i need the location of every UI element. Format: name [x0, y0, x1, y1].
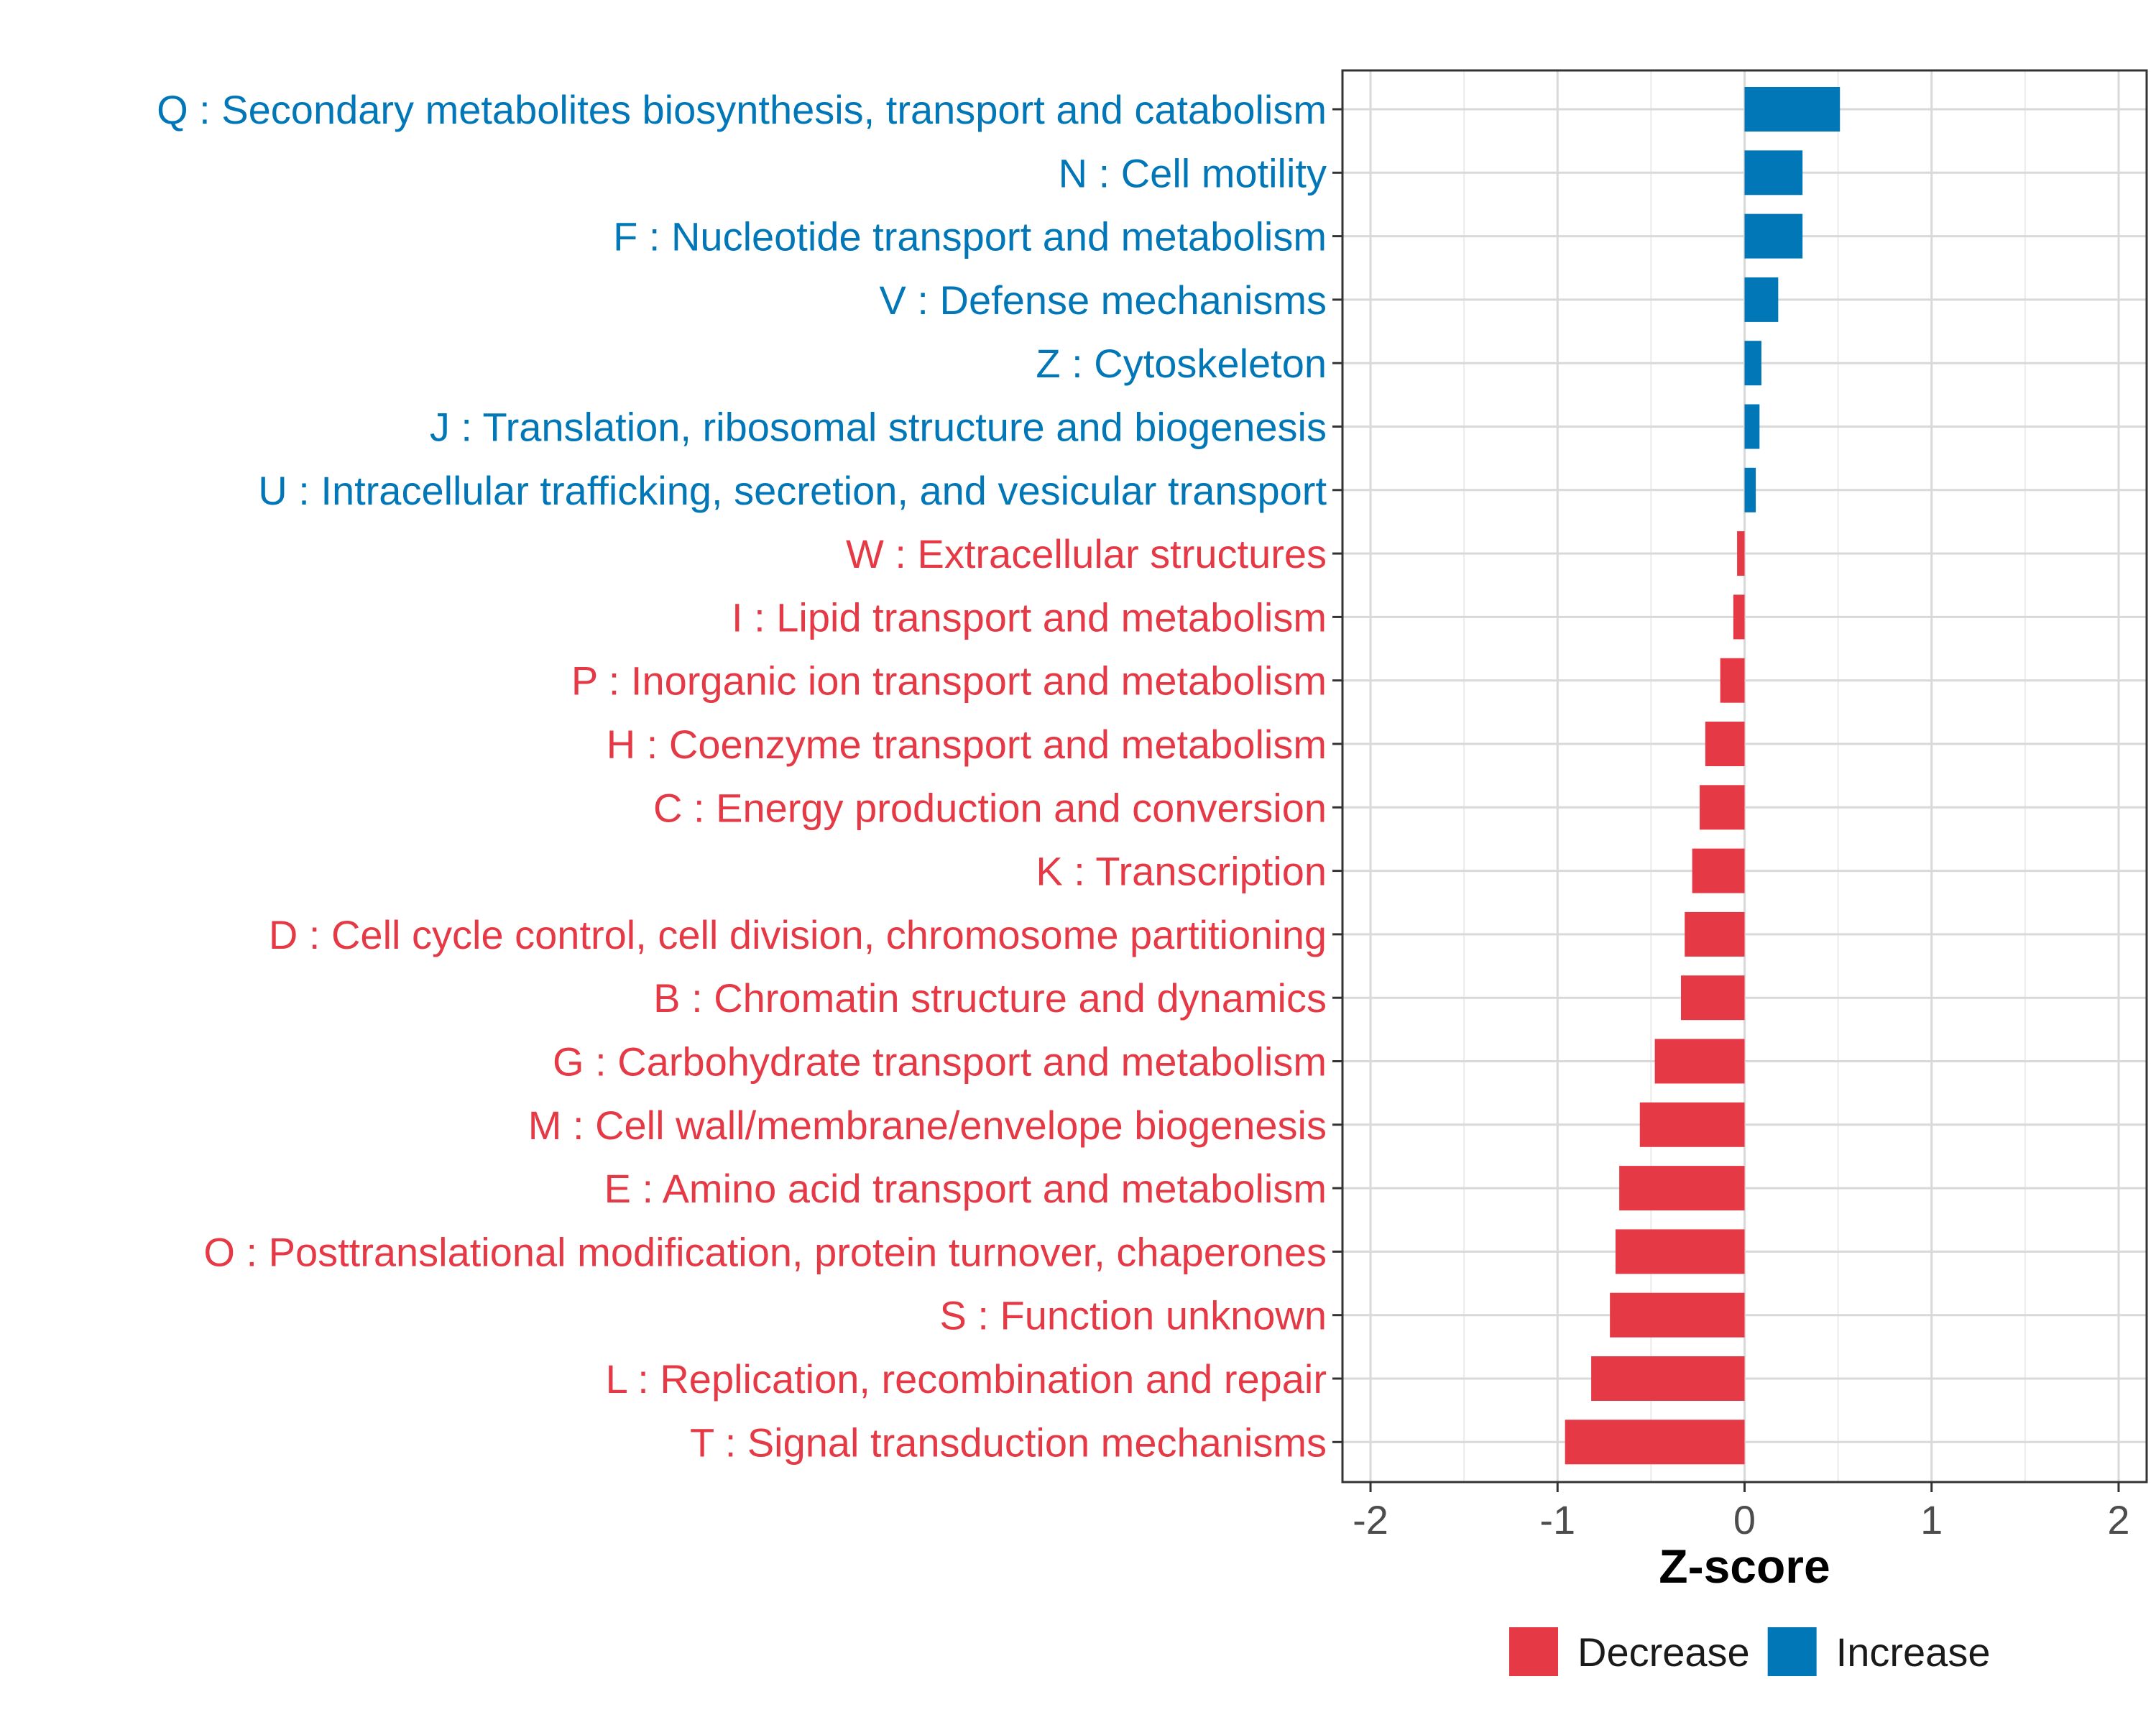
bar — [1615, 1229, 1745, 1274]
bar — [1639, 1102, 1745, 1147]
bar — [1692, 848, 1745, 893]
bar — [1744, 150, 1803, 196]
bar — [1733, 594, 1745, 640]
x-tick-label: -1 — [1539, 1497, 1575, 1542]
bar — [1681, 975, 1745, 1021]
bar — [1565, 1420, 1745, 1465]
bar — [1720, 658, 1745, 703]
category-label: U : Intracellular trafficking, secretion… — [258, 468, 1327, 513]
bar — [1700, 785, 1745, 830]
bar — [1744, 213, 1803, 259]
category-label: I : Lipid transport and metabolism — [732, 594, 1327, 640]
x-tick-label: -2 — [1353, 1497, 1388, 1542]
category-label: H : Coenzyme transport and metabolism — [607, 722, 1327, 767]
category-label: W : Extracellular structures — [846, 531, 1327, 576]
category-label: Z : Cytoskeleton — [1036, 341, 1327, 386]
bar — [1737, 531, 1745, 576]
bar — [1610, 1292, 1745, 1338]
x-tick-label: 1 — [1920, 1497, 1943, 1542]
y-axis-ticks — [1332, 108, 1342, 1443]
category-label: B : Chromatin structure and dynamics — [653, 975, 1327, 1021]
category-label: J : Translation, ribosomal structure and… — [430, 405, 1327, 450]
category-label: S : Function unknown — [939, 1293, 1327, 1338]
category-label: V : Defense mechanisms — [880, 277, 1327, 323]
x-tick-label: 0 — [1733, 1497, 1756, 1542]
bar — [1744, 404, 1760, 449]
bar — [1744, 87, 1841, 132]
legend: Decrease Increase — [1509, 1627, 1990, 1676]
category-label: D : Cell cycle control, cell division, c… — [269, 912, 1327, 957]
category-label: K : Transcription — [1036, 849, 1327, 894]
legend-swatch — [1767, 1627, 1817, 1676]
bar — [1744, 277, 1779, 322]
legend-label: Increase — [1836, 1629, 1991, 1675]
category-label: P : Inorganic ion transport and metaboli… — [571, 658, 1327, 704]
category-label: G : Carbohydrate transport and metabolis… — [553, 1039, 1327, 1085]
bar — [1591, 1356, 1745, 1401]
category-label: N : Cell motility — [1059, 150, 1327, 196]
legend-label: Decrease — [1577, 1629, 1750, 1675]
category-label: F : Nucleotide transport and metabolism — [613, 214, 1327, 259]
category-label: C : Energy production and conversion — [653, 785, 1327, 830]
category-label: E : Amino acid transport and metabolism — [604, 1166, 1327, 1211]
category-label: T : Signal transduction mechanisms — [690, 1420, 1327, 1465]
bars — [1565, 87, 1841, 1465]
bar — [1654, 1039, 1745, 1084]
legend-swatch — [1509, 1627, 1558, 1676]
bar — [1705, 722, 1745, 766]
bar — [1685, 911, 1745, 957]
category-label: M : Cell wall/membrane/envelope biogenes… — [528, 1103, 1327, 1148]
bar — [1619, 1166, 1745, 1211]
category-label: Q : Secondary metabolites biosynthesis, … — [157, 87, 1327, 132]
bar — [1744, 467, 1756, 512]
category-label: L : Replication, recombination and repai… — [606, 1356, 1327, 1402]
category-labels: Q : Secondary metabolites biosynthesis, … — [157, 87, 1327, 1465]
bar — [1744, 341, 1761, 386]
x-axis-title: Z-score — [1659, 1540, 1830, 1593]
x-axis-ticks: -2 -1 0 1 2 — [1353, 1482, 2130, 1542]
x-tick-label: 2 — [2107, 1497, 2129, 1542]
category-label: O : Posttranslational modification, prot… — [203, 1229, 1327, 1274]
